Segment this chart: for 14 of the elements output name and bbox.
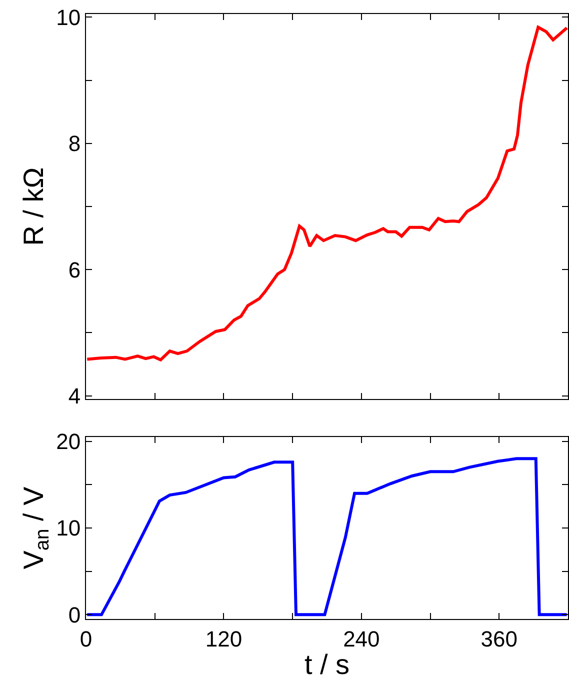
y-tick-label: 10 xyxy=(56,4,81,30)
y-axis-title: R / kΩ xyxy=(18,167,49,246)
y-tick-label: 6 xyxy=(68,257,81,282)
y-tick-label: 10 xyxy=(56,516,81,541)
line-series xyxy=(86,457,568,616)
y-tick-label: 20 xyxy=(56,429,81,454)
x-tick-label: 120 xyxy=(205,626,242,652)
x-tick-label: 240 xyxy=(343,626,380,652)
y-tick-label: 4 xyxy=(68,384,81,409)
y-tick-label: 0 xyxy=(68,602,81,628)
y-tick-label: 8 xyxy=(68,131,81,156)
line-series xyxy=(86,26,568,362)
x-axis-title: t / s xyxy=(304,649,350,680)
x-tick-label: 360 xyxy=(480,626,518,652)
